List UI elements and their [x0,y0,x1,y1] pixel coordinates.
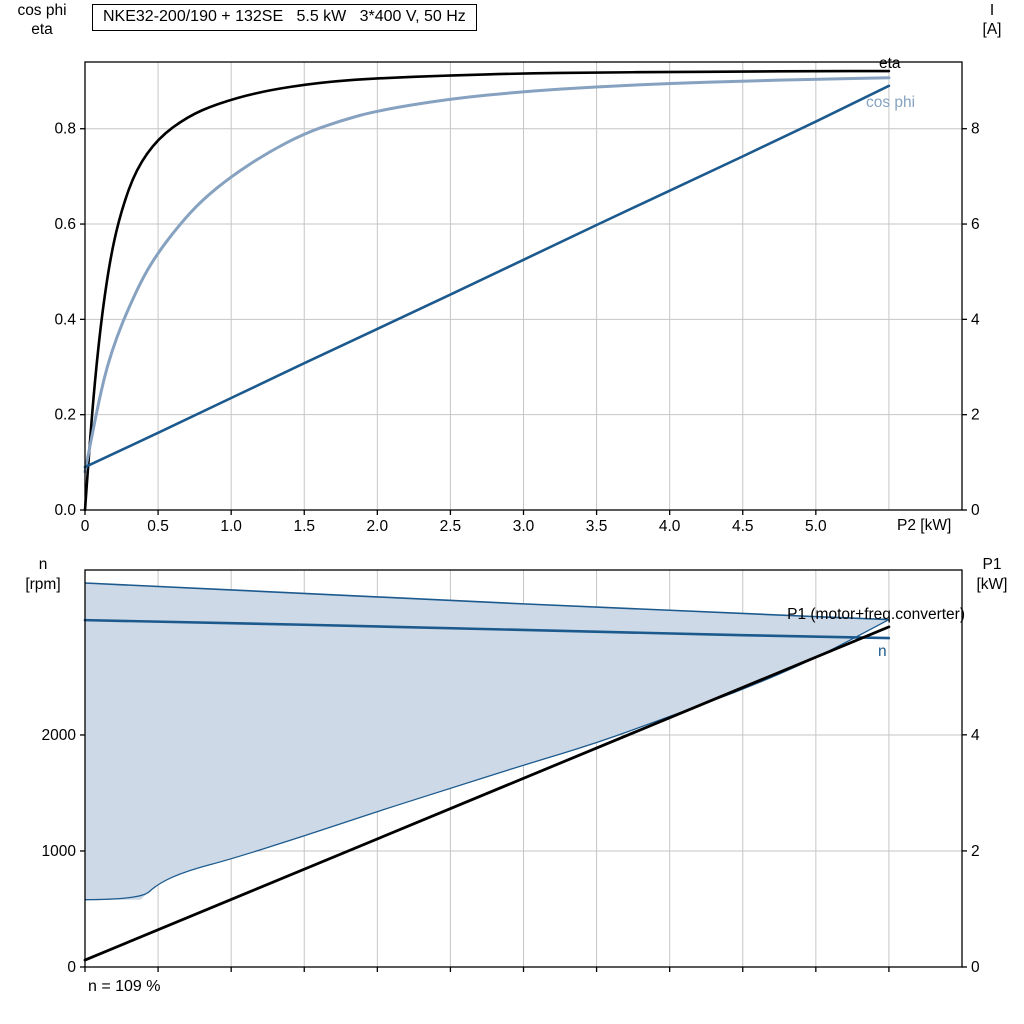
top-right-axis-title-line2: [A] [982,21,1002,38]
left-tick-label: 0.8 [54,121,76,138]
right-tick-label: 6 [971,216,980,233]
x-tick-label: 1.0 [220,518,242,535]
right-tick-label: 8 [971,121,980,138]
bottom-left-axis-title-line2: [rpm] [25,576,61,593]
p1-curve-label: P1 (motor+freq.converter) [787,606,965,623]
right-tick-label: 0 [971,502,980,519]
n-curve [83,618,891,640]
bottom-right-axis-title-line1: P1 [982,556,1002,573]
left-tick-label: 0.6 [54,216,76,233]
x-tick-label: 2.5 [440,518,462,535]
bottom-chart: 0 1000 2000 0 2 4 [42,569,980,976]
P1-curve [83,625,891,962]
left-tick-label: 0.0 [54,502,76,519]
x-axis-label: P2 [kW] [897,517,952,534]
eta-curve-label: eta [879,55,901,72]
top-right-axis-title-line1: I [989,2,995,19]
x-tick-label: 2.0 [367,518,389,535]
top-left-axis-title-line1: cos phi [17,2,67,19]
x-tick-label: 3.5 [586,518,608,535]
speed-range-upper-boundary [84,582,889,621]
cosphi-curve-label: cos phi [866,94,916,111]
x-tick-label: 4.0 [659,518,681,535]
eta-curve [83,69,891,512]
left-tick-label: 0 [67,959,76,976]
x-tick-label: 3.0 [513,518,535,535]
right-tick-label: 4 [971,727,980,744]
right-tick-label: 0 [971,959,980,976]
n-curve-label: n [878,643,887,660]
bottom-left-axis-title-line1: n [38,556,48,573]
speed-setting-footnote: n = 109 % [88,978,161,995]
x-tick-label: 0 [81,518,90,535]
x-tick-label: 1.5 [293,518,315,535]
left-tick-label: 1000 [42,843,77,860]
left-tick-label: 2000 [42,727,77,744]
x-tick-label: 5.0 [805,518,827,535]
left-tick-label: 0.4 [54,311,76,328]
x-tick-label: 4.5 [732,518,754,535]
right-tick-label: 2 [971,407,980,424]
left-tick-label: 0.2 [54,407,76,424]
top-left-axis-title-line2: eta [31,21,53,38]
I-curve [83,84,891,469]
x-tick-label: 0.5 [147,518,169,535]
top-chart: 0.0 0.2 0.4 0.6 0.8 0 2 4 6 8 0 0.5 1.0 1.5 2.0 2.5 3.0 3… [54,61,980,535]
right-tick-label: 4 [971,311,980,328]
cos phi-curve [83,76,891,474]
bottom-right-axis-title-line2: [kW] [976,576,1008,593]
chart-title-box: NKE32-200/190 + 132SE 5.5 kW 3*400 V, 50… [92,4,477,31]
right-tick-label: 2 [971,843,980,860]
speed-range-area [85,582,889,900]
